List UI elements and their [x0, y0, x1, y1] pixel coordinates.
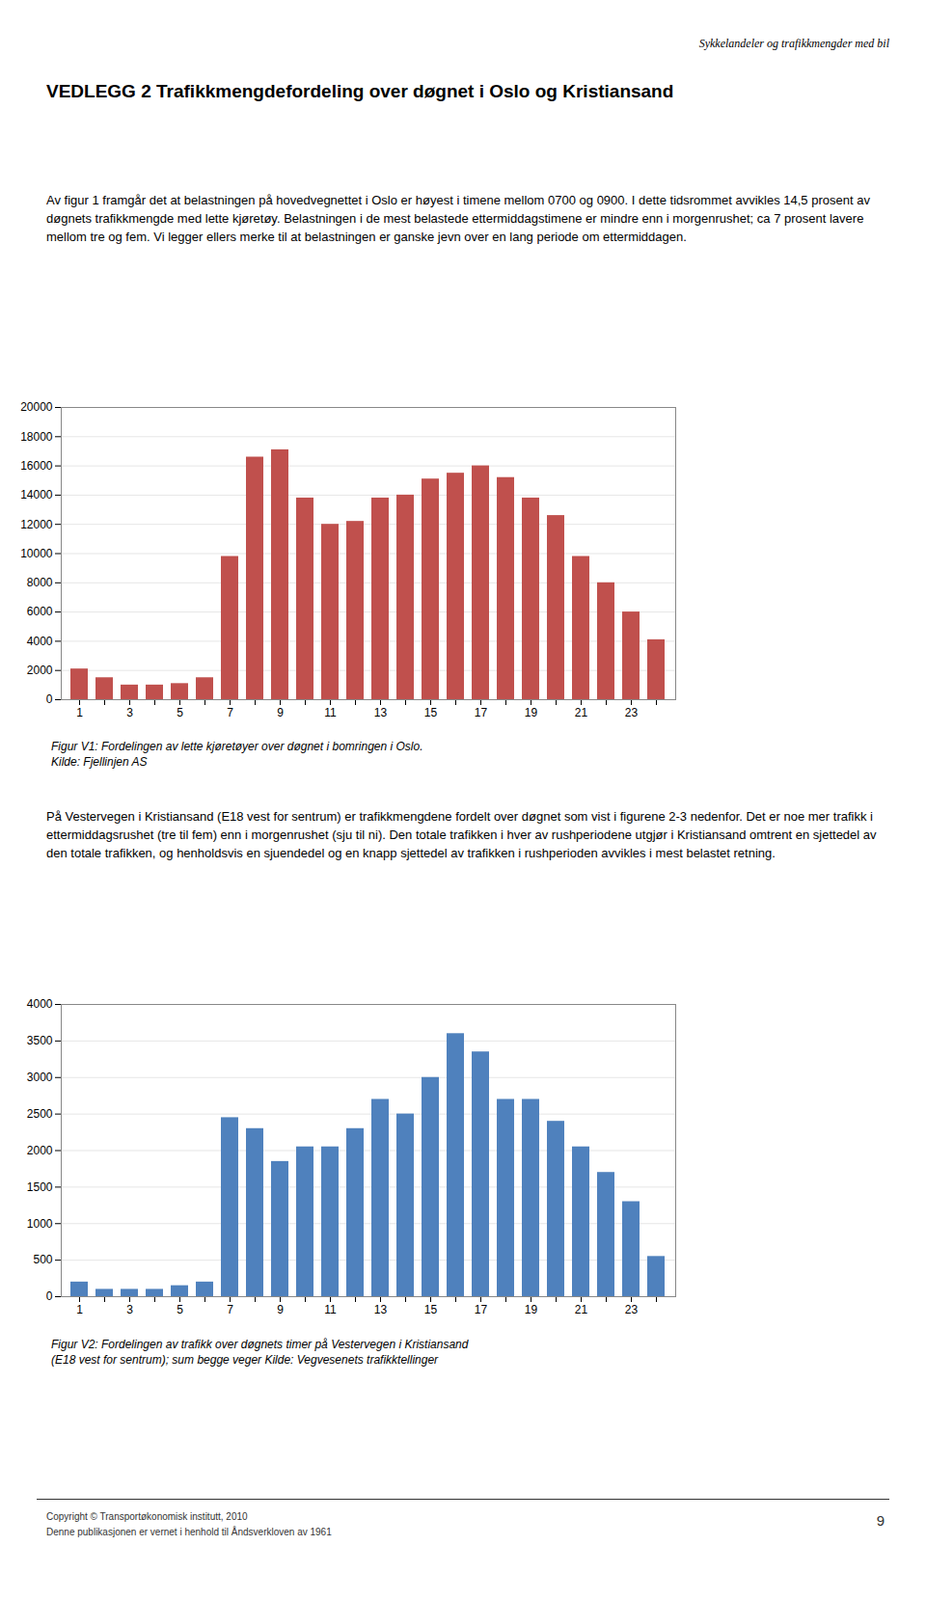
svg-text:13: 13: [374, 706, 388, 720]
svg-text:13: 13: [374, 1303, 388, 1317]
svg-text:3: 3: [126, 1303, 134, 1317]
svg-text:500: 500: [32, 1252, 53, 1267]
svg-text:23: 23: [625, 1303, 639, 1317]
html-text:Copyright © Transportøkonomisk: Copyright © Transportøkonomisk institutt…: [46, 1511, 248, 1523]
svg-text:2000: 2000: [27, 1143, 54, 1158]
svg-text:20000: 20000: [20, 400, 54, 414]
svg-text:21: 21: [574, 1303, 589, 1317]
svg-text:0: 0: [46, 692, 54, 707]
svg-text:8000: 8000: [27, 575, 54, 590]
svg-text:19: 19: [524, 706, 539, 720]
svg-text:7: 7: [226, 1303, 234, 1317]
html-text:(E18 vest for sentrum); sum be: (E18 vest for sentrum); sum begge veger …: [51, 1353, 439, 1368]
svg-text:12000: 12000: [20, 517, 54, 532]
svg-text:3000: 3000: [27, 1070, 54, 1085]
svg-text:9: 9: [276, 706, 284, 720]
svg-text:11: 11: [324, 706, 337, 720]
html-text:Figur V2: Fordelingen av trafi: Figur V2: Fordelingen av trafikk over dø…: [51, 1337, 469, 1352]
html-text:9: 9: [876, 1512, 885, 1529]
svg-text:21: 21: [574, 706, 589, 720]
html-text:På Vestervegen i Kristiansand: På Vestervegen i Kristiansand (E18 vest …: [46, 809, 877, 861]
svg-text:4000: 4000: [27, 634, 54, 649]
svg-text:14000: 14000: [20, 488, 54, 502]
svg-text:17: 17: [474, 706, 489, 720]
html-text:Kilde: Fjellinjen AS: Kilde: Fjellinjen AS: [51, 755, 148, 769]
svg-text:0: 0: [46, 1289, 54, 1304]
svg-text:1000: 1000: [27, 1217, 54, 1231]
svg-text:15: 15: [424, 1303, 438, 1317]
html-text:Figur V1: Fordelingen av lette: Figur V1: Fordelingen av lette kjøretøye…: [51, 739, 423, 754]
svg-text:6000: 6000: [27, 604, 54, 619]
svg-text:17: 17: [474, 1303, 489, 1317]
svg-text:5: 5: [176, 1303, 184, 1317]
html-text:Av figur 1 framgår det at bela: Av figur 1 framgår det at belastningen p…: [46, 192, 870, 244]
svg-text:19: 19: [524, 1303, 539, 1317]
svg-text:5: 5: [176, 706, 184, 720]
svg-text:15: 15: [424, 706, 438, 720]
svg-text:7: 7: [226, 706, 234, 720]
html-text:Denne publikasjonen er vernet: Denne publikasjonen er vernet i henhold …: [46, 1526, 332, 1538]
svg-text:1: 1: [76, 706, 83, 720]
html-text:VEDLEGG 2 Trafikkmengdefordeli: VEDLEGG 2 Trafikkmengdefordeling over dø…: [46, 81, 674, 102]
svg-text:1500: 1500: [27, 1180, 54, 1195]
svg-text:9: 9: [276, 1303, 284, 1317]
svg-text:3500: 3500: [27, 1034, 54, 1048]
svg-text:4000: 4000: [27, 997, 54, 1011]
svg-text:10000: 10000: [20, 546, 54, 561]
svg-text:16000: 16000: [20, 459, 54, 473]
svg-text:18000: 18000: [20, 430, 54, 444]
svg-text:2500: 2500: [27, 1107, 54, 1121]
svg-text:1: 1: [76, 1303, 83, 1317]
svg-text:11: 11: [324, 1303, 337, 1317]
svg-text:2000: 2000: [27, 663, 54, 678]
svg-text:23: 23: [625, 706, 639, 720]
html-text:Sykkelandeler og trafikkmengde: Sykkelandeler og trafikkmengder med bil: [699, 36, 890, 51]
svg-text:3: 3: [126, 706, 134, 720]
